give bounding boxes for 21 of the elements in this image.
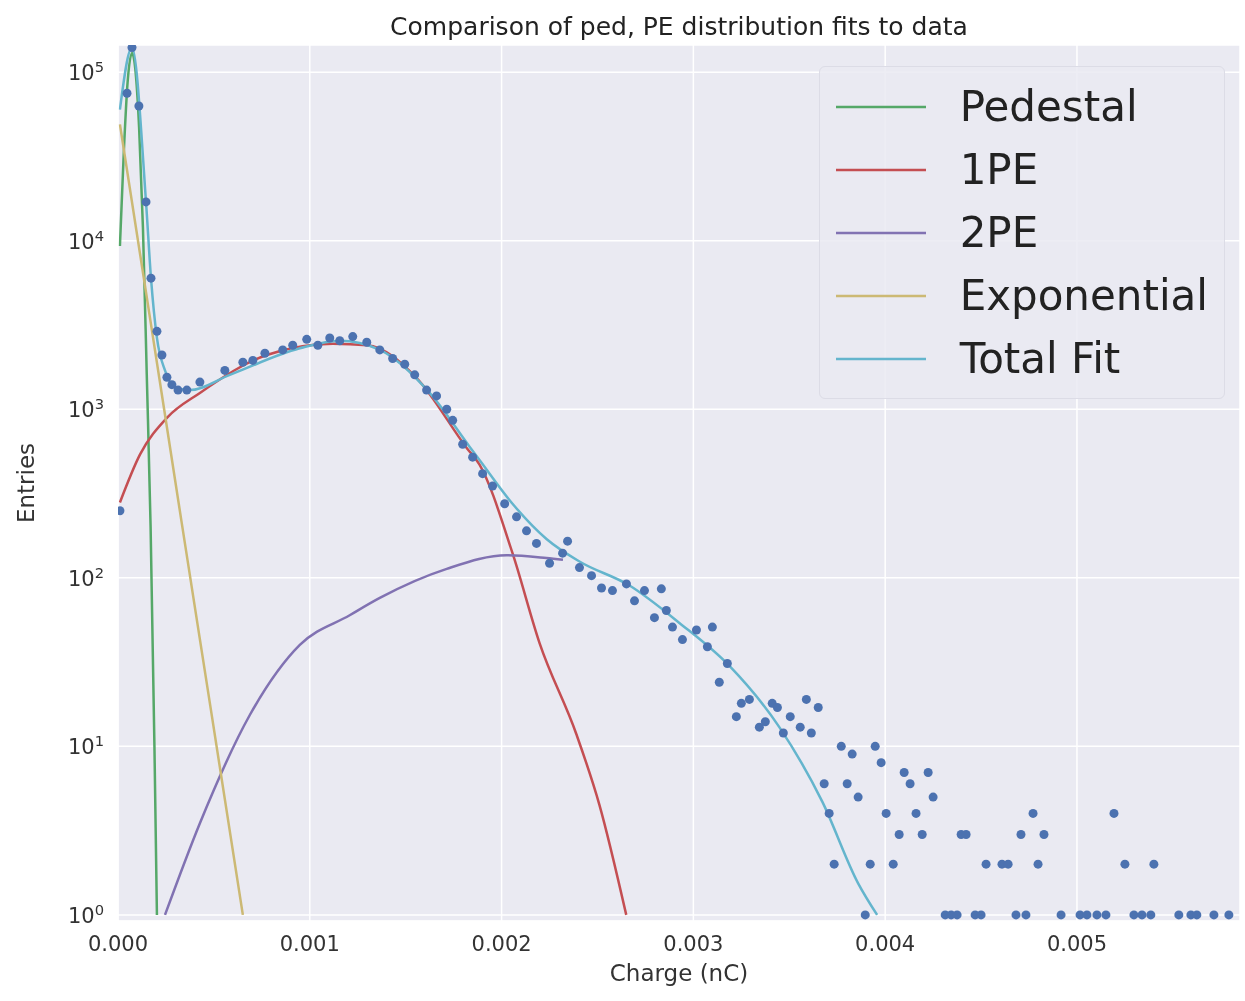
x-tick-label: 0.000 [87,932,149,956]
y-tick-label: 10$^{0}$ [67,900,104,928]
x-tick-label: 0.001 [279,932,340,956]
y-tick-label: 10$^{3}$ [67,394,104,423]
y-tick-label: 10$^{2}$ [67,563,104,591]
legend-label: Pedestal [959,82,1138,131]
line-series [118,123,245,917]
chart-title: Comparison of ped, PE distribution fits to data [389,12,969,41]
legend-label: Exponential [959,271,1208,320]
x-axis-title: Charge (nC) [609,960,749,986]
x-tick-label: 0.005 [1046,932,1108,956]
y-axis-title: Entries [13,442,40,524]
x-tick-label: 0.003 [663,932,724,956]
legend-label: 2PE [959,208,1039,257]
x-tick-label: 0.004 [855,932,916,956]
y-tick-label: 10$^{1}$ [67,731,104,760]
y-tick-label: 10$^{5}$ [67,57,104,86]
x-tick-label: 0.002 [471,932,532,956]
legend-label: Total Fit [959,334,1121,383]
legend-label: 1PE [959,145,1039,194]
y-tick-label: 10$^{4}$ [67,226,104,254]
